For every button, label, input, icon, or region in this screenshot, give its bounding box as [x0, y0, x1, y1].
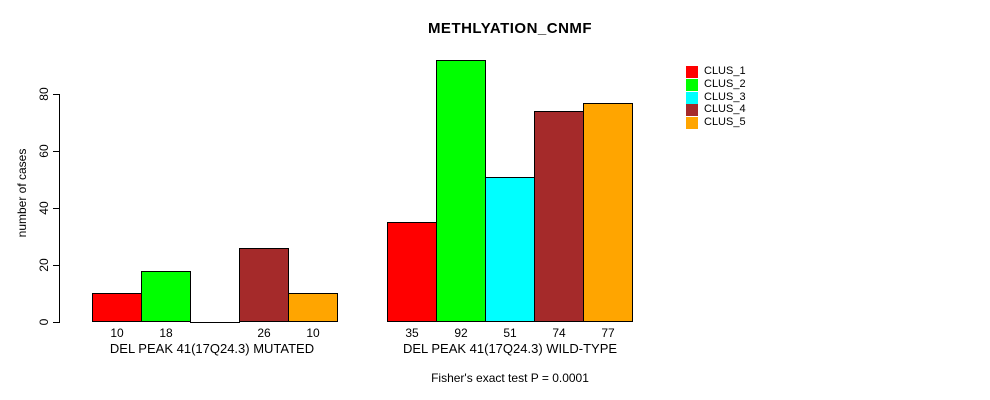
bar-CLUS_4: [239, 248, 289, 322]
legend-swatch-CLUS_4: [686, 103, 698, 116]
legend-item: CLUS_2: [686, 78, 746, 91]
y-axis-label: number of cases: [15, 148, 29, 238]
bar-CLUS_3: [485, 177, 535, 322]
bar-value-label: 10: [306, 326, 320, 340]
legend-swatch-CLUS_1: [686, 65, 698, 78]
y-axis-line: [59, 94, 60, 323]
legend-swatch-CLUS_2: [686, 78, 698, 91]
legend-label: CLUS_3: [704, 91, 746, 103]
bar-value-label: 51: [503, 326, 517, 340]
bar-CLUS_4: [534, 111, 584, 322]
bar-value-label: 10: [110, 326, 124, 340]
y-tick-label: 80: [37, 87, 51, 101]
legend-item: CLUS_5: [686, 116, 746, 129]
bar-CLUS_2: [141, 271, 191, 322]
legend-label: CLUS_4: [704, 103, 746, 115]
bar-CLUS_5: [288, 293, 338, 322]
legend: CLUS_1 CLUS_2 CLUS_3 CLUS_4 CLUS_5: [686, 65, 796, 135]
bar-value-label: 35: [405, 326, 419, 340]
y-tick-label: 0: [37, 318, 51, 326]
legend-swatch-CLUS_3: [686, 91, 698, 104]
y-tick: [53, 94, 59, 95]
y-tick: [53, 322, 59, 323]
bar-value-label: 18: [159, 326, 173, 340]
bar-CLUS_2: [436, 60, 486, 322]
y-tick: [53, 151, 59, 152]
bar-CLUS_1: [92, 293, 142, 322]
bar-CLUS_3-zero: [190, 322, 240, 323]
bar-value-label: 77: [601, 326, 615, 340]
y-tick: [53, 208, 59, 209]
bar-CLUS_1: [387, 222, 437, 322]
bar-value-label: 74: [552, 326, 566, 340]
legend-item: CLUS_1: [686, 65, 746, 78]
x-group-label-wildtype: DEL PEAK 41(17Q24.3) WILD-TYPE: [402, 341, 618, 356]
footnote: Fisher's exact test P = 0.0001: [431, 371, 589, 385]
legend-label: CLUS_2: [704, 78, 746, 90]
x-group-label-mutated: DEL PEAK 41(17Q24.3) MUTATED: [109, 341, 315, 356]
legend-item: CLUS_4: [686, 103, 746, 116]
chart-title: METHLYATION_CNMF: [427, 20, 593, 37]
bar-CLUS_5: [583, 103, 633, 322]
bar-value-label: 26: [257, 326, 271, 340]
legend-item: CLUS_3: [686, 91, 746, 104]
y-tick-label: 20: [37, 258, 51, 272]
legend-swatch-CLUS_5: [686, 116, 698, 129]
bar-value-label: 92: [454, 326, 468, 340]
legend-label: CLUS_5: [704, 116, 746, 128]
y-tick-label: 60: [37, 144, 51, 158]
y-tick: [53, 265, 59, 266]
legend-label: CLUS_1: [704, 65, 746, 77]
y-tick-label: 40: [37, 201, 51, 215]
